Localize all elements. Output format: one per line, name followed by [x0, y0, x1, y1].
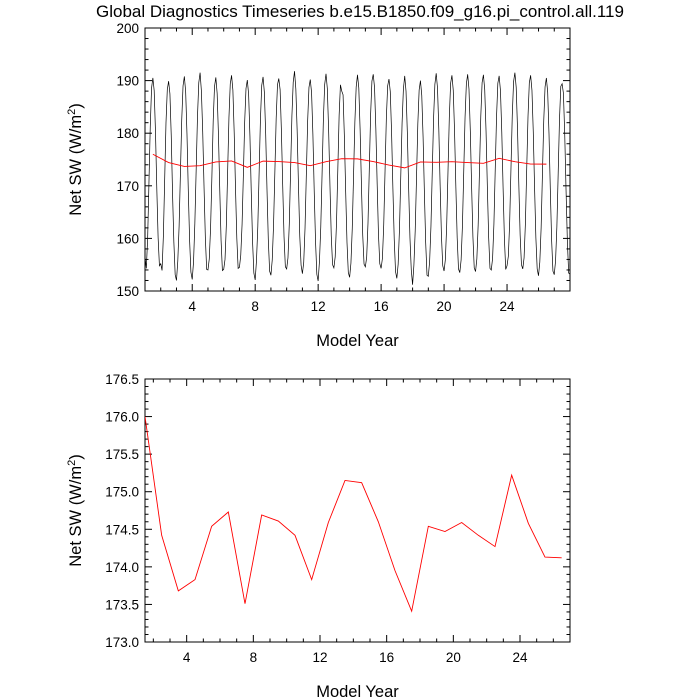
x-tick-label: 4	[183, 650, 191, 665]
x-tick-label: 24	[500, 299, 516, 314]
x-axis-label: Model Year	[316, 683, 399, 700]
x-tick-label: 12	[311, 299, 326, 314]
series-line-annual-mean	[152, 153, 547, 169]
plot-frame	[144, 378, 571, 643]
x-tick-label: 12	[312, 650, 327, 665]
y-tick-label: 176.5	[105, 372, 139, 387]
x-tick-label: 20	[437, 299, 452, 314]
series-line-monthly	[145, 71, 570, 285]
bottom-panel-annual-mean: 173.0 173.5 174.0 174.5 175.0 175.5 176.0 176.5…	[66, 372, 571, 700]
y-tick-label: 160	[116, 231, 139, 246]
x-tick-label: 4	[188, 299, 196, 314]
y-axis-label-text: Net SW (W/m	[67, 466, 85, 567]
chart-title: Global Diagnostics Timeseries b.e15.B185…	[96, 2, 624, 21]
y-tick-label: 175.0	[105, 485, 139, 500]
y-tick-label: 175.5	[105, 447, 139, 462]
y-axis-label: Net SW (W/m2)	[66, 103, 85, 215]
plot-frame	[144, 27, 571, 292]
y-tick-label: 173.5	[105, 597, 139, 612]
x-tick-label: 8	[250, 650, 258, 665]
y-tick-label: 170	[116, 179, 139, 194]
y-tick-label: 173.0	[105, 635, 139, 650]
y-tick-label: 200	[116, 21, 139, 36]
x-tick-label: 24	[512, 650, 528, 665]
series-line-annual-mean	[145, 416, 562, 613]
y-tick-label: 180	[116, 126, 139, 141]
y-tick-label: 190	[116, 74, 139, 89]
y-axis-label-text: Net SW (W/m	[67, 115, 85, 216]
x-tick-label: 16	[379, 650, 394, 665]
y-tick-label: 176.0	[105, 410, 139, 425]
y-tick-label: 174.0	[105, 560, 139, 575]
x-tick-label: 20	[446, 650, 461, 665]
y-tick-label: 150	[116, 284, 139, 299]
y-tick-label: 174.5	[105, 522, 139, 537]
y-axis-label-close: )	[67, 103, 85, 109]
y-axis-label-superscript: 2	[66, 460, 78, 466]
x-tick-label: 16	[374, 299, 389, 314]
y-axis-label: Net SW (W/m2)	[66, 454, 85, 566]
y-axis-label-superscript: 2	[66, 109, 78, 115]
x-tick-label: 8	[251, 299, 259, 314]
top-panel-timeseries: 150 160 170 180 190 200 4 8 12 16 20 24 Model Year Ne…	[66, 21, 571, 350]
y-axis-label-close: )	[67, 454, 85, 460]
x-axis-label: Model Year	[316, 332, 399, 350]
